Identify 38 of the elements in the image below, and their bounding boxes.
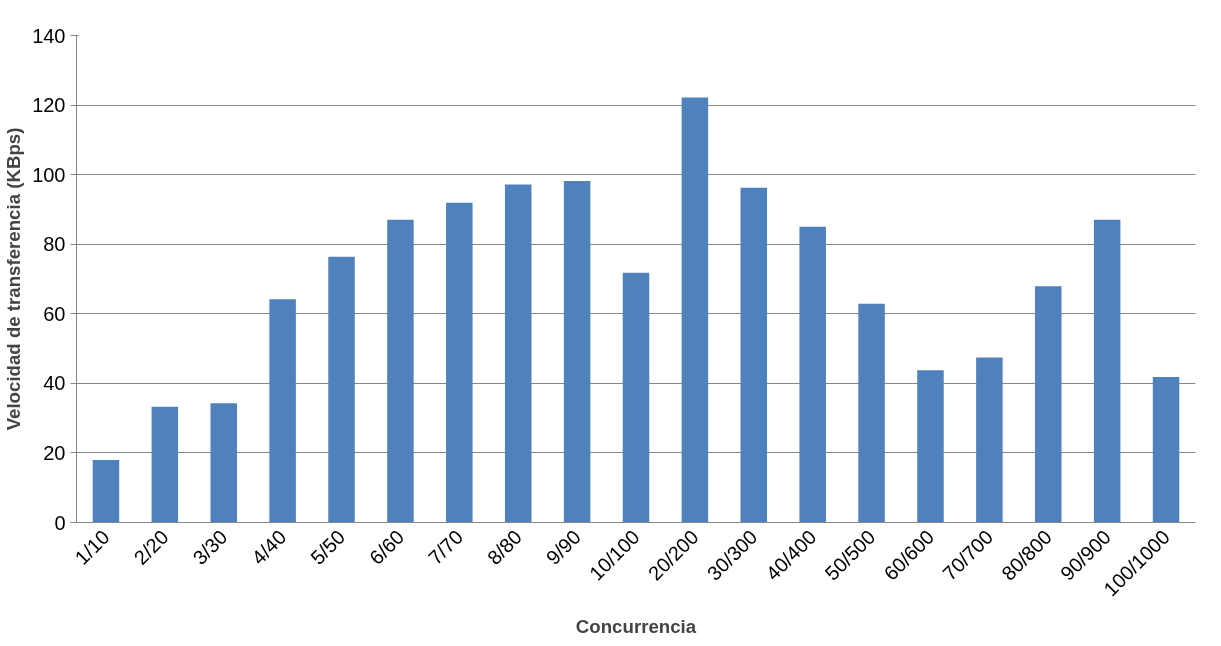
bar xyxy=(328,256,355,523)
bar xyxy=(1093,219,1121,523)
x-tick-label: 1/10 xyxy=(70,525,114,569)
x-tick-label: 9/90 xyxy=(541,525,585,569)
bar xyxy=(622,272,650,523)
y-tick-label: 120 xyxy=(32,94,66,117)
y-tick-label: 100 xyxy=(32,163,66,186)
bar xyxy=(563,180,591,523)
x-tick-label: 3/30 xyxy=(188,525,232,569)
bar xyxy=(504,184,532,523)
bar xyxy=(1035,286,1062,523)
bar xyxy=(976,357,1003,523)
bar xyxy=(92,459,120,523)
y-tick-label: 0 xyxy=(54,511,66,534)
x-axis-title: Concurrencia xyxy=(575,616,697,638)
x-tick-label: 8/80 xyxy=(482,525,526,569)
y-tick-label: 80 xyxy=(43,233,66,256)
y-tick-label: 20 xyxy=(43,441,66,464)
y-tick-label: 140 xyxy=(32,24,66,47)
bar xyxy=(1152,377,1180,523)
bar xyxy=(446,202,473,523)
bar xyxy=(740,187,768,523)
x-tick-label: 5/50 xyxy=(306,525,350,569)
bar xyxy=(151,406,179,523)
x-tick-label: 7/70 xyxy=(424,525,468,569)
x-tick-label: 4/40 xyxy=(247,525,291,569)
bar xyxy=(917,370,944,523)
bar xyxy=(681,97,709,523)
x-tick-label: 6/60 xyxy=(365,525,409,569)
y-tick-label: 60 xyxy=(43,302,66,325)
bar xyxy=(858,303,885,523)
bar xyxy=(269,299,296,523)
bar xyxy=(210,403,237,523)
bar xyxy=(387,219,414,523)
y-axis-title: Velocidad de transferencia (KBps) xyxy=(3,127,25,431)
y-tick-label: 40 xyxy=(43,372,66,395)
x-tick-label: 2/20 xyxy=(129,525,173,569)
bar xyxy=(799,226,826,523)
